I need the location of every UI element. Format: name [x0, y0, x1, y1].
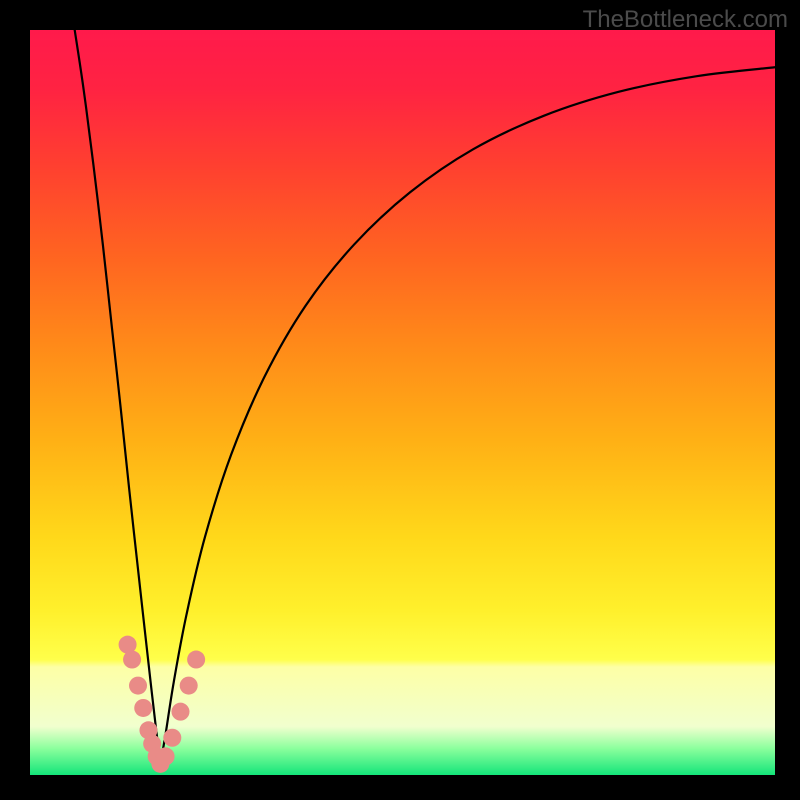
data-point-marker: [157, 747, 175, 765]
data-point-marker: [129, 677, 147, 695]
marker-group: [119, 636, 206, 773]
data-point-marker: [187, 651, 205, 669]
curve-path: [75, 30, 775, 764]
chart-frame: TheBottleneck.com: [0, 0, 800, 800]
plot-area: [30, 30, 775, 775]
data-point-marker: [134, 699, 152, 717]
data-point-marker: [171, 703, 189, 721]
data-point-marker: [180, 677, 198, 695]
bottleneck-curve: [30, 30, 775, 775]
data-point-marker: [163, 729, 181, 747]
data-point-marker: [123, 651, 141, 669]
